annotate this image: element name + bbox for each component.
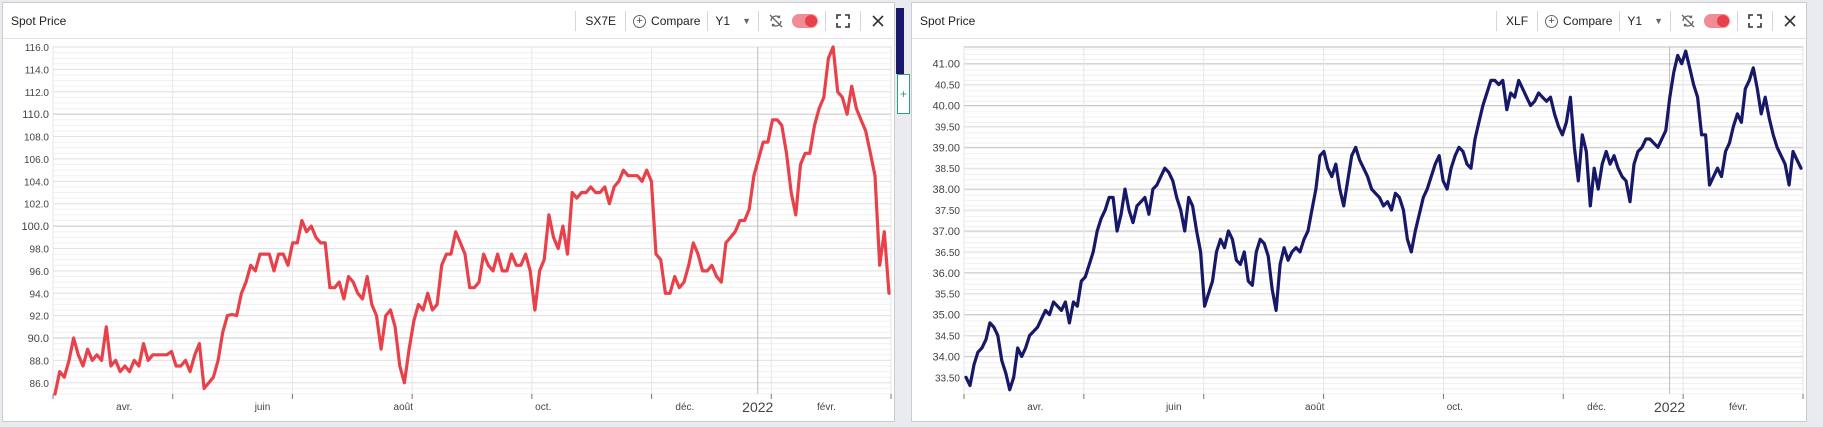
y-tick-label: 36.50 <box>935 248 960 259</box>
toolbar-divider <box>575 11 577 31</box>
chart-toolbar: Spot Price SX7E + Compare Y1 ▼ <box>3 3 894 39</box>
toolbar-divider <box>1537 11 1539 31</box>
y-tick-label: 38.50 <box>935 164 960 175</box>
price-chart-sx7e[interactable]: 86.0 88.0 90.0 92.0 94.0 96.0 98.0 100.0 102.0 10… <box>3 39 894 421</box>
y-tick-label: 40.50 <box>935 81 960 92</box>
toggle-knob <box>805 15 817 27</box>
y-tick-label: 34.00 <box>932 351 960 363</box>
toggle-switch[interactable] <box>792 14 818 28</box>
y-tick-label: 96.0 <box>30 267 50 278</box>
period-dropdown[interactable]: Y1 ▼ <box>1627 14 1663 28</box>
toolbar-divider <box>1772 11 1773 31</box>
y-tick-label: 100.0 <box>21 221 49 233</box>
y-tick-label: 102.0 <box>24 200 49 211</box>
toolbar-divider <box>1670 11 1671 31</box>
close-icon[interactable] <box>1780 11 1800 31</box>
toolbar-divider <box>758 11 759 31</box>
x-tick-label: août <box>394 402 414 413</box>
side-tab[interactable] <box>896 8 904 74</box>
series-line <box>964 49 1803 392</box>
x-tick-label: oct. <box>535 402 551 413</box>
add-circle-icon: + <box>1545 14 1559 28</box>
y-tick-label: 90.0 <box>28 333 49 345</box>
y-tick-label: 38.00 <box>932 184 960 196</box>
x-tick-label: 2022 <box>1654 399 1685 415</box>
y-tick-label: 106.0 <box>24 155 49 166</box>
y-tick-label: 110.0 <box>22 109 49 121</box>
y-tick-label: 37.00 <box>932 226 960 238</box>
y-tick-label: 108.0 <box>24 133 49 144</box>
y-tick-label: 39.00 <box>932 142 960 154</box>
x-tick-label: avr. <box>1027 402 1043 413</box>
toolbar-divider <box>1496 11 1498 31</box>
x-tick-label: oct. <box>1447 402 1463 413</box>
compare-button[interactable]: + Compare <box>633 14 700 28</box>
y-tick-label: 41.00 <box>932 59 960 71</box>
x-tick-label: juin <box>254 402 271 413</box>
add-circle-icon: + <box>633 14 647 28</box>
y-tick-label: 33.50 <box>935 373 960 384</box>
y-tick-label: 35.00 <box>932 310 960 322</box>
toolbar-divider <box>860 11 861 31</box>
y-tick-label: 86.0 <box>30 379 50 390</box>
y-tick-label: 112.0 <box>25 88 50 99</box>
toggle-knob <box>1717 15 1729 27</box>
y-tick-label: 114.0 <box>25 65 50 76</box>
y-tick-label: 37.50 <box>935 206 960 217</box>
toolbar-divider <box>625 11 627 31</box>
y-tick-label: 116.0 <box>25 43 50 54</box>
toolbar-controls: SX7E + Compare Y1 ▼ <box>568 9 888 33</box>
y-tick-label: 34.50 <box>935 331 960 342</box>
series-line <box>53 45 891 396</box>
y-tick-label: 35.50 <box>935 290 960 301</box>
x-tick-label: févr. <box>817 402 836 413</box>
x-tick-label: févr. <box>1729 402 1748 413</box>
y-tick-label: 98.0 <box>30 244 50 255</box>
toolbar-divider <box>1737 11 1738 31</box>
x-tick-label: juin <box>1165 402 1182 413</box>
toolbar-divider <box>707 11 709 31</box>
fullscreen-icon[interactable] <box>833 11 853 31</box>
caret-down-icon: ▼ <box>742 16 751 26</box>
panel-title: Spot Price <box>920 14 976 28</box>
x-tick-label: avr. <box>116 402 132 413</box>
y-tick-label: 40.00 <box>932 101 960 113</box>
add-panel-button[interactable]: + <box>897 74 910 114</box>
toggle-switch[interactable] <box>1704 14 1730 28</box>
x-tick-label: déc. <box>675 402 694 413</box>
ticker-label[interactable]: XLF <box>1506 14 1529 28</box>
sync-off-icon[interactable] <box>766 11 786 31</box>
fullscreen-icon[interactable] <box>1745 11 1765 31</box>
y-tick-label: 92.0 <box>30 312 50 323</box>
panel-title: Spot Price <box>11 14 67 28</box>
period-value: Y1 <box>715 14 731 28</box>
x-tick-label: déc. <box>1587 402 1606 413</box>
caret-down-icon: ▼ <box>1654 16 1663 26</box>
x-tick-label: 2022 <box>742 399 773 415</box>
y-tick-label: 36.00 <box>932 268 960 280</box>
compare-button[interactable]: + Compare <box>1545 14 1612 28</box>
compare-label: Compare <box>1563 14 1613 28</box>
y-tick-label: 104.0 <box>24 177 49 188</box>
chart-toolbar: Spot Price XLF + Compare Y1 ▼ <box>912 3 1806 39</box>
sync-off-icon[interactable] <box>1678 11 1698 31</box>
y-tick-label: 39.50 <box>935 122 960 133</box>
ticker-label[interactable]: SX7E <box>585 14 617 28</box>
period-dropdown[interactable]: Y1 ▼ <box>715 14 751 28</box>
x-tick-label: août <box>1305 402 1325 413</box>
toolbar-divider <box>1619 11 1621 31</box>
chart-panel-right: Spot Price XLF + Compare Y1 ▼ <box>911 2 1807 422</box>
price-chart-xlf[interactable]: 33.50 34.00 34.50 35.00 35.50 36.00 36.50 37.00… <box>912 39 1806 421</box>
y-tick-label: 94.0 <box>30 289 50 300</box>
chart-panel-left: Spot Price SX7E + Compare Y1 ▼ <box>2 2 895 422</box>
y-tick-label: 88.0 <box>30 356 50 367</box>
close-icon[interactable] <box>868 11 888 31</box>
compare-label: Compare <box>651 14 701 28</box>
toolbar-controls: XLF + Compare Y1 ▼ <box>1489 9 1800 33</box>
toolbar-divider <box>825 11 826 31</box>
period-value: Y1 <box>1627 14 1643 28</box>
